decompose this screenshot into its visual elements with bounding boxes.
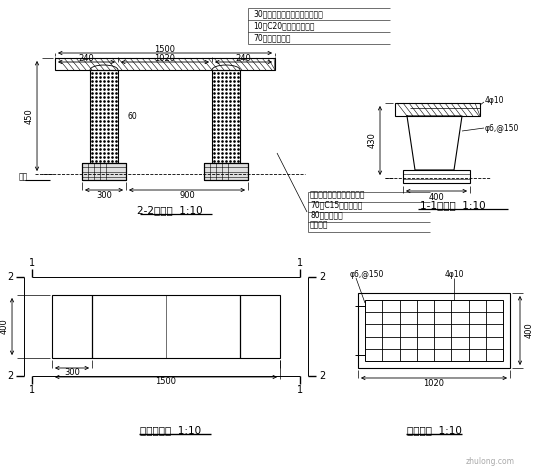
Text: 30厚印花红花岗岩置板（光面）: 30厚印花红花岗岩置板（光面） (253, 9, 323, 18)
Bar (55, 58, 275, 70)
Bar (52, 295, 280, 358)
Bar (82, 163, 126, 180)
Bar (365, 300, 503, 361)
Text: 素土夯实: 素土夯实 (310, 220, 329, 229)
Text: 2: 2 (7, 272, 13, 282)
Text: 1: 1 (297, 385, 303, 395)
Text: 70厚钢筋砼凳板: 70厚钢筋砼凳板 (253, 34, 291, 43)
Text: 1500: 1500 (155, 44, 175, 53)
Text: 300: 300 (64, 368, 80, 377)
Text: 座凳平面图  1:10: 座凳平面图 1:10 (141, 425, 202, 435)
Text: 1020: 1020 (423, 379, 445, 388)
Text: 240: 240 (236, 53, 251, 62)
Text: 1: 1 (29, 385, 35, 395)
Text: φ6,@150: φ6,@150 (350, 271, 384, 280)
Text: 60: 60 (127, 112, 137, 121)
Text: 4φ10: 4φ10 (485, 96, 505, 105)
Bar (358, 293, 510, 368)
Bar (212, 70, 240, 163)
Text: 2: 2 (7, 371, 13, 381)
Text: 450: 450 (25, 108, 34, 124)
Text: 桩数: 桩数 (18, 173, 27, 182)
Bar (204, 163, 248, 180)
Bar (90, 70, 118, 163)
Text: 300: 300 (96, 191, 112, 200)
Text: 400: 400 (428, 193, 445, 201)
Text: 1500: 1500 (156, 377, 176, 386)
Bar (82, 163, 126, 180)
Text: 4φ10: 4φ10 (444, 271, 464, 280)
Text: 1: 1 (29, 258, 35, 268)
Text: zhulong.com: zhulong.com (465, 457, 515, 466)
Text: 400: 400 (0, 319, 8, 334)
Text: 2: 2 (319, 371, 325, 381)
Text: 10厚C20水泥沙浆结合层: 10厚C20水泥沙浆结合层 (253, 21, 315, 30)
Text: 1: 1 (297, 258, 303, 268)
Text: 80厚碎石垫层: 80厚碎石垫层 (310, 210, 343, 219)
Text: 240: 240 (78, 53, 95, 62)
Bar (395, 103, 480, 116)
Text: 900: 900 (179, 191, 195, 200)
Text: 70厚C15混凝土垫层: 70厚C15混凝土垫层 (310, 201, 362, 210)
Text: 1020: 1020 (155, 53, 175, 62)
Text: 400: 400 (525, 323, 534, 338)
Text: 2-2剖面图  1:10: 2-2剖面图 1:10 (137, 205, 203, 215)
Text: φ6,@150: φ6,@150 (485, 123, 519, 132)
Text: 430: 430 (367, 132, 376, 149)
Bar (403, 170, 470, 183)
Text: 凳板配筋  1:10: 凳板配筋 1:10 (407, 425, 461, 435)
Text: 2: 2 (319, 272, 325, 282)
Text: 印花红花岗岩石凳（毛面）: 印花红花岗岩石凳（毛面） (310, 191, 366, 200)
Bar (204, 163, 248, 180)
Text: 1-1剖面图  1:10: 1-1剖面图 1:10 (419, 200, 486, 210)
